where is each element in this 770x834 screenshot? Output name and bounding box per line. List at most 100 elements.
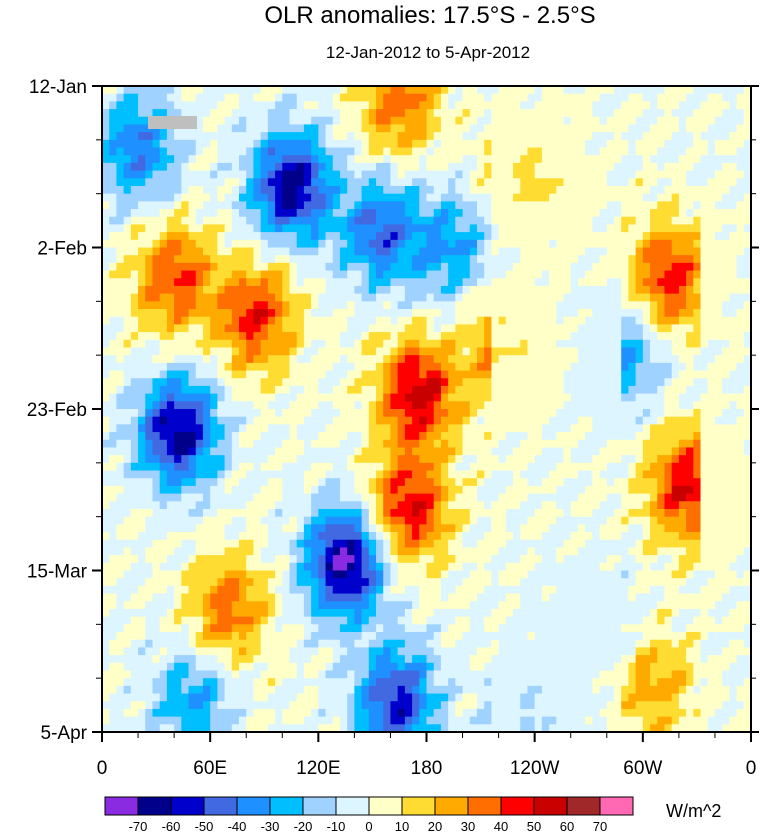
field-cell <box>549 262 557 272</box>
field-cell <box>383 185 392 195</box>
field-cell <box>585 162 593 172</box>
field-cell <box>253 424 262 433</box>
field-cell <box>440 378 449 387</box>
field-cell <box>325 239 334 249</box>
field-cell <box>152 155 161 164</box>
field-cell <box>145 224 154 233</box>
field-cell <box>390 393 399 402</box>
field-cell <box>130 124 139 133</box>
field-cell <box>325 293 334 302</box>
field-cell <box>289 124 298 133</box>
field-cell <box>729 470 738 479</box>
field-cell <box>513 493 521 502</box>
field-cell <box>671 478 680 487</box>
field-cell <box>650 362 658 372</box>
field-cell <box>174 301 182 310</box>
field-cell <box>246 262 255 272</box>
field-cell <box>130 209 139 218</box>
field-cell <box>239 316 247 325</box>
field-cell <box>311 416 319 425</box>
field-cell <box>239 301 247 310</box>
field-cell <box>339 216 348 226</box>
field-cell <box>390 93 399 102</box>
field-cell <box>202 385 211 395</box>
field-cell <box>513 139 521 149</box>
field-cell <box>722 101 730 110</box>
field-cell <box>239 209 247 218</box>
field-cell <box>210 447 218 456</box>
field-cell <box>202 232 211 241</box>
field-cell <box>376 362 384 372</box>
field-cell <box>657 401 666 410</box>
field-cell <box>736 339 745 349</box>
field-cell <box>686 239 694 249</box>
field-cell <box>354 370 363 379</box>
field-cell <box>376 332 384 341</box>
field-cell <box>368 109 377 118</box>
field-cell <box>440 409 449 418</box>
field-cell <box>592 324 601 333</box>
field-cell <box>419 401 428 410</box>
field-cell <box>289 378 298 387</box>
field-cell <box>368 239 377 249</box>
field-cell <box>311 209 319 218</box>
field-cell <box>556 378 565 387</box>
field-cell <box>239 424 247 433</box>
field-cell <box>657 155 666 164</box>
field-cell <box>361 109 370 118</box>
field-cell <box>267 116 276 126</box>
field-cell <box>376 339 384 349</box>
field-cell <box>635 147 644 156</box>
field-cell <box>743 270 751 279</box>
field-cell <box>505 262 514 272</box>
field-cell <box>678 201 687 210</box>
field-cell <box>440 232 449 241</box>
field-cell <box>311 478 319 487</box>
field-cell <box>433 285 442 295</box>
field-cell <box>549 201 557 210</box>
field-cell <box>520 501 529 510</box>
field-cell <box>743 293 751 302</box>
field-cell <box>657 278 666 287</box>
field-cell <box>585 324 593 333</box>
field-cell <box>412 147 420 156</box>
field-cell <box>253 201 262 210</box>
field-cell <box>383 116 392 126</box>
field-cell <box>743 193 751 202</box>
field-cell <box>102 170 110 179</box>
field-cell <box>577 93 586 102</box>
field-cell <box>311 262 319 272</box>
field-cell <box>296 385 305 395</box>
field-cell <box>202 339 211 349</box>
field-cell <box>592 370 601 379</box>
field-cell <box>376 93 384 102</box>
field-cell <box>534 478 543 487</box>
field-cell <box>224 247 233 256</box>
field-cell <box>412 170 420 179</box>
field-cell <box>527 285 536 295</box>
field-cell <box>275 316 283 325</box>
field-cell <box>549 493 557 502</box>
field-cell <box>722 93 730 102</box>
field-cell <box>476 370 485 379</box>
field-cell <box>520 293 529 302</box>
field-cell <box>174 401 182 410</box>
field-cell <box>347 193 355 202</box>
field-cell <box>469 485 478 495</box>
field-cell <box>650 101 658 110</box>
field-cell <box>195 193 204 202</box>
field-cell <box>188 416 197 425</box>
field-cell <box>664 301 673 310</box>
field-cell <box>534 401 543 410</box>
field-cell <box>303 416 312 425</box>
field-cell <box>138 239 146 249</box>
field-cell <box>390 309 399 318</box>
field-cell <box>116 255 125 264</box>
field-cell <box>282 439 291 449</box>
field-cell <box>217 470 226 479</box>
field-cell <box>592 86 601 95</box>
field-cell <box>707 370 716 379</box>
field-cell <box>678 424 687 433</box>
field-cell <box>361 316 370 325</box>
field-cell <box>498 247 507 256</box>
